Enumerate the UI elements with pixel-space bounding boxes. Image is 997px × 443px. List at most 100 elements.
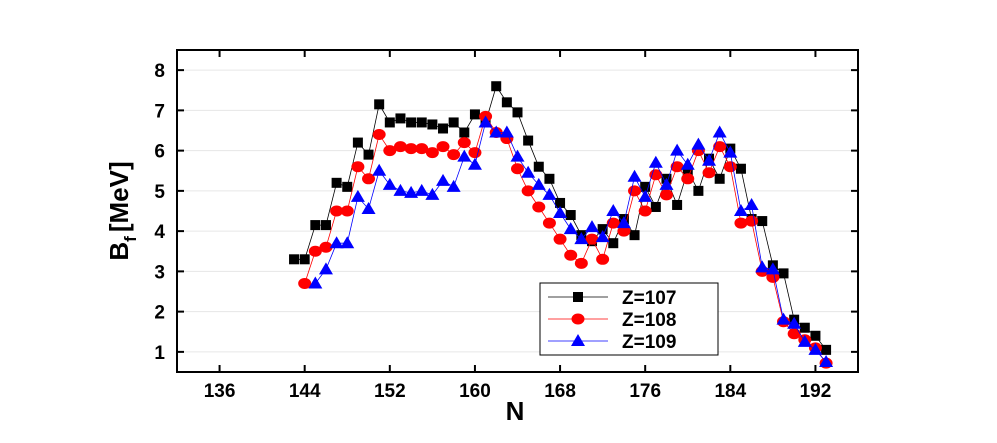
marker	[670, 161, 684, 173]
marker	[638, 205, 652, 217]
marker	[693, 185, 704, 196]
marker	[384, 117, 395, 128]
marker	[350, 189, 365, 202]
marker	[757, 216, 768, 227]
marker	[797, 334, 812, 347]
marker	[363, 149, 374, 160]
marker	[595, 230, 610, 243]
marker	[308, 245, 322, 257]
y-label-main: B	[104, 242, 134, 261]
marker	[351, 161, 365, 173]
marker	[523, 135, 534, 146]
marker	[555, 197, 566, 208]
marker	[372, 129, 386, 141]
marker	[617, 225, 631, 237]
marker	[574, 232, 589, 245]
marker	[511, 163, 524, 175]
marker	[395, 113, 406, 124]
marker	[299, 254, 310, 265]
marker	[713, 141, 727, 153]
y-tick-label: 2	[154, 303, 165, 324]
marker	[510, 149, 525, 162]
marker	[628, 185, 642, 197]
x-tick-label: 152	[374, 381, 406, 402]
marker	[650, 201, 661, 212]
marker	[659, 177, 674, 190]
marker	[298, 277, 312, 289]
marker	[606, 217, 620, 229]
marker	[342, 181, 353, 192]
marker	[532, 201, 546, 213]
y-label-unit: [MeV]	[104, 161, 134, 232]
marker	[531, 177, 546, 190]
legend-label: Z=109	[622, 332, 676, 353]
x-axis-label: N	[506, 396, 525, 426]
marker	[574, 257, 588, 269]
marker	[330, 205, 344, 217]
y-tick-label: 6	[154, 142, 165, 163]
y-tick-label: 8	[154, 61, 165, 82]
marker	[469, 109, 480, 120]
marker	[521, 165, 536, 178]
marker	[744, 197, 759, 210]
marker	[533, 161, 544, 172]
marker	[404, 143, 418, 155]
legend-marker	[573, 292, 583, 302]
marker	[521, 185, 535, 197]
marker	[606, 204, 621, 216]
marker	[319, 241, 333, 253]
marker	[799, 322, 810, 333]
marker	[659, 189, 673, 201]
marker	[448, 117, 459, 128]
marker	[446, 179, 461, 192]
marker	[745, 215, 759, 227]
marker	[457, 149, 472, 162]
marker	[597, 224, 608, 235]
marker	[438, 123, 449, 134]
marker	[596, 253, 610, 265]
marker	[406, 117, 417, 128]
marker	[459, 127, 470, 138]
legend-marker	[571, 334, 585, 346]
marker	[563, 222, 578, 235]
marker	[310, 220, 321, 231]
marker	[478, 115, 493, 128]
x-tick-label: 184	[714, 381, 746, 402]
marker	[681, 173, 695, 185]
marker	[778, 268, 789, 279]
marker	[491, 81, 502, 92]
marker	[553, 206, 568, 219]
marker	[489, 125, 504, 138]
marker	[616, 216, 631, 229]
y-tick-label: 7	[154, 101, 165, 122]
marker	[765, 262, 780, 275]
marker	[734, 217, 748, 229]
marker	[735, 163, 746, 174]
marker	[416, 117, 427, 128]
marker	[608, 238, 619, 249]
marker	[787, 328, 801, 340]
marker	[382, 177, 397, 190]
marker	[340, 236, 355, 249]
marker	[374, 99, 385, 110]
marker	[819, 354, 834, 367]
marker	[682, 165, 693, 176]
marker	[340, 205, 354, 217]
y-tick-label: 5	[154, 182, 165, 203]
marker	[755, 260, 770, 273]
x-tick-label: 160	[459, 381, 491, 402]
marker	[672, 199, 683, 210]
marker	[320, 220, 331, 231]
marker	[564, 249, 578, 261]
marker	[425, 187, 440, 200]
marker	[714, 173, 725, 184]
x-tick-label: 168	[544, 381, 576, 402]
marker	[766, 271, 780, 283]
x-tick-label: 136	[204, 381, 236, 402]
marker	[383, 145, 397, 157]
marker	[627, 169, 642, 182]
x-tick-label: 144	[289, 381, 321, 402]
marker	[787, 316, 802, 329]
marker	[702, 167, 716, 179]
